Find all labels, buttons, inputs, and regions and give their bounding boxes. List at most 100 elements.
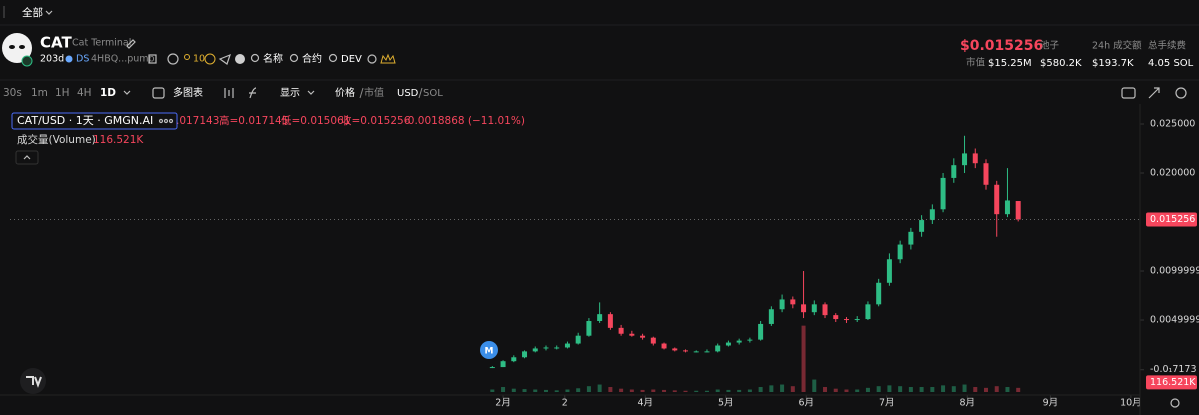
share-icon[interactable]	[367, 54, 377, 64]
add-icon[interactable]	[152, 87, 165, 99]
crown-icon[interactable]	[380, 53, 396, 64]
collapse-button[interactable]	[15, 150, 39, 165]
legend-change: -0.0018868 (−11.01%)	[404, 115, 525, 127]
volume-bar	[855, 389, 860, 392]
settings-icon[interactable]	[1175, 87, 1187, 99]
search-icon[interactable]	[328, 53, 338, 63]
candle-body	[919, 220, 925, 232]
search-icon[interactable]	[250, 53, 260, 63]
interval[interactable]: 4H	[77, 87, 92, 99]
camera-icon[interactable]	[1121, 87, 1136, 99]
volume-bar	[597, 384, 602, 392]
candle-body	[962, 153, 968, 166]
token-avatar[interactable]	[2, 33, 32, 63]
chevron	[45, 10, 53, 15]
volume-bar	[672, 390, 677, 392]
volume-bar	[490, 389, 495, 392]
legend-close: 收=0.015256	[341, 114, 411, 127]
volume-bar	[619, 388, 624, 392]
volume-bar	[662, 389, 667, 392]
holders: 10	[193, 54, 205, 65]
interval-active[interactable]: 1D	[100, 87, 116, 99]
volume-bar	[533, 389, 538, 392]
candle-body	[951, 165, 957, 178]
candle-body	[672, 348, 678, 351]
token-subtitle: Cat Terminal	[72, 38, 131, 49]
web-icon[interactable]	[167, 53, 179, 65]
volume-bar	[930, 387, 935, 392]
candle-body	[886, 259, 892, 283]
candle-body	[683, 350, 689, 352]
copy-icon[interactable]	[148, 54, 157, 64]
volume-bar	[704, 390, 709, 392]
filter-dropdown[interactable]: 全部	[22, 6, 43, 19]
mcap-toggle[interactable]: 市值	[364, 86, 384, 99]
volume-bar	[715, 389, 720, 392]
stat-label: 总手续费	[1148, 40, 1186, 52]
volume-bar	[941, 385, 946, 392]
chevron[interactable]	[307, 90, 315, 95]
volume-bar	[565, 389, 570, 392]
y-tick-label: 0.0099999	[1150, 266, 1199, 277]
volume-bar	[554, 390, 559, 392]
candle-body	[489, 367, 495, 369]
candle-body	[897, 244, 903, 260]
social-icon[interactable]	[235, 54, 245, 64]
volume-bar	[951, 386, 956, 392]
last-price-tag	[1146, 212, 1197, 227]
avatar-badge	[21, 55, 33, 67]
settings-icon[interactable]	[1170, 398, 1180, 408]
search-name[interactable]: 名称	[263, 52, 283, 65]
candle-body	[597, 314, 603, 322]
marker[interactable]	[480, 341, 498, 359]
display[interactable]: 显示	[280, 87, 300, 99]
candle-body	[650, 337, 656, 344]
candle-body	[725, 342, 731, 346]
telegram-icon[interactable]	[218, 53, 231, 65]
multi-chart[interactable]: 多图表	[173, 86, 203, 99]
y-tick-label: 0.020000	[1150, 168, 1195, 179]
usd-toggle[interactable]: USD	[397, 88, 419, 99]
dot	[158, 118, 164, 124]
candle-body	[876, 282, 882, 305]
stat-value: 4.05 SOL	[1148, 58, 1194, 69]
volume-bar	[983, 387, 988, 392]
candle-body	[833, 315, 839, 320]
candle-body	[940, 177, 946, 210]
candle-icon[interactable]	[224, 88, 234, 98]
fx-icon[interactable]	[249, 87, 257, 99]
interval[interactable]: 30s	[3, 87, 22, 99]
search-icon[interactable]	[289, 53, 299, 63]
candle-body	[758, 323, 764, 340]
interval[interactable]: 1H	[55, 87, 70, 99]
edit-icon[interactable]	[126, 39, 136, 49]
search-dev[interactable]: DEV	[341, 54, 362, 65]
sol-toggle[interactable]: SOL	[423, 88, 443, 99]
volume-bar	[683, 390, 688, 392]
x-tick-label: 10月	[1120, 398, 1142, 409]
dot	[168, 118, 174, 124]
expand-icon[interactable]	[1148, 87, 1160, 99]
token-address[interactable]: 4HBQ...pump	[91, 54, 155, 65]
candle-body	[586, 321, 592, 336]
search-contract[interactable]: 合约	[302, 52, 322, 65]
chevron[interactable]	[123, 90, 131, 95]
candle-body	[822, 304, 828, 316]
legend-box[interactable]	[11, 112, 178, 130]
x-tick-label: 5月	[718, 398, 734, 409]
y-tick-label: -0.0₁7173	[1150, 364, 1197, 375]
info-icon[interactable]	[204, 53, 216, 65]
candle-body	[629, 333, 635, 336]
candle-body	[607, 314, 613, 328]
price-toggle[interactable]: 价格	[335, 86, 355, 99]
volume-bar	[823, 387, 828, 392]
volume-bar	[833, 388, 838, 392]
volume-bar	[1016, 387, 1021, 392]
stat-label: 市值	[966, 57, 986, 69]
volume-bar	[726, 389, 731, 392]
interval[interactable]: 1m	[31, 87, 48, 99]
holders-icon	[184, 54, 190, 60]
price: $0.015256	[960, 38, 1043, 54]
volume-bar	[908, 387, 913, 392]
